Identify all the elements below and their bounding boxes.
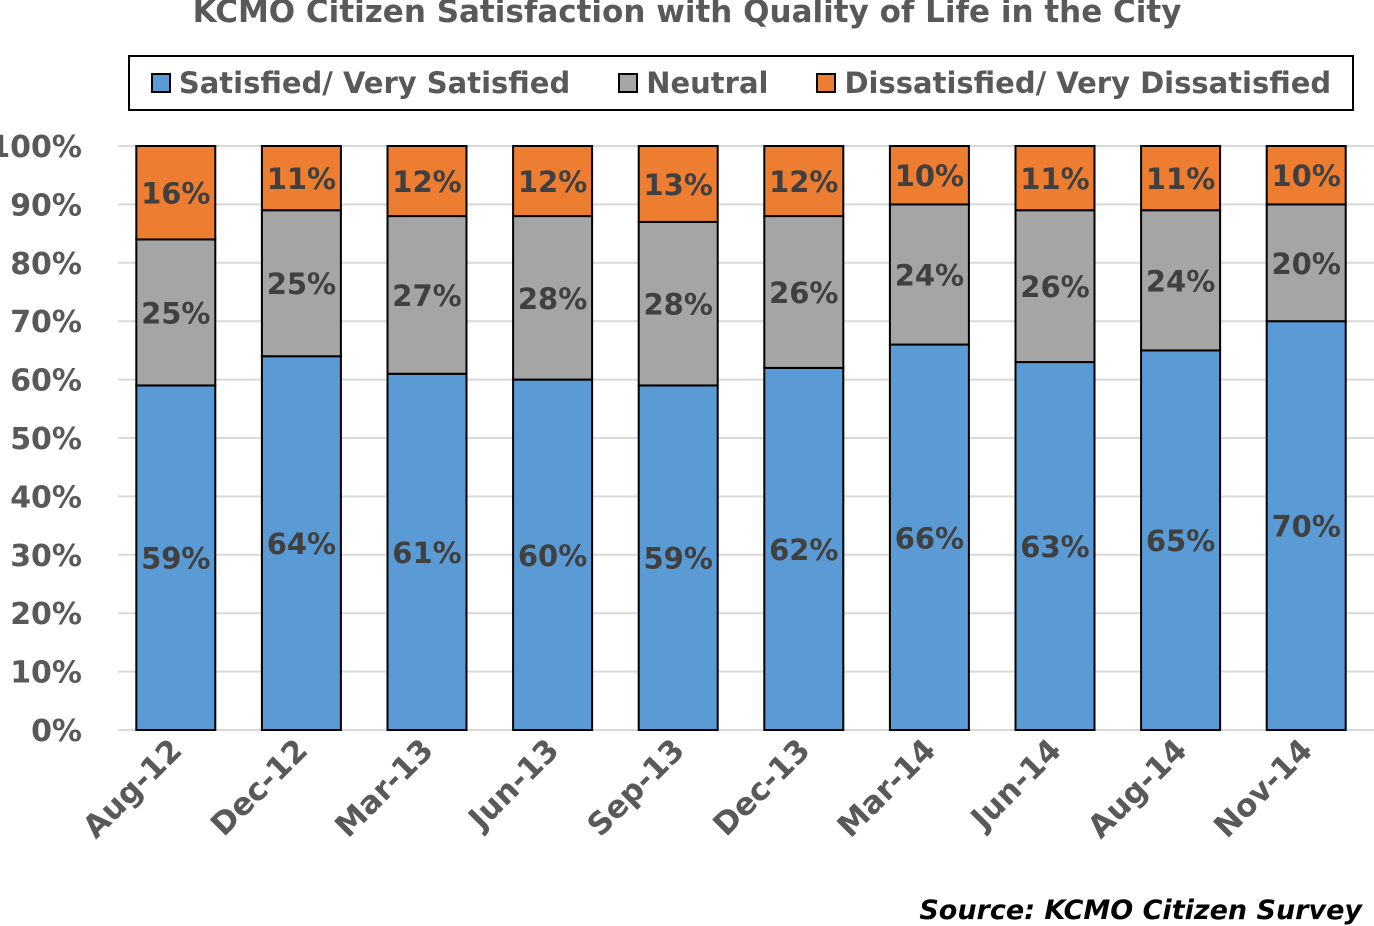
bar-segment [1140, 145, 1222, 212]
y-tick-label: 0% [31, 714, 82, 749]
y-tick-label: 90% [10, 188, 82, 223]
data-label: 26% [769, 276, 838, 310]
source-note: Source: KCMO Citizen Survey [919, 895, 1362, 926]
data-label: 63% [1020, 530, 1089, 564]
bar-segment [888, 145, 970, 206]
x-tick-label: Mar-14 [831, 732, 943, 844]
x-tick-label: Jun-13 [460, 732, 566, 838]
x-tick-label: Sep-13 [580, 732, 691, 843]
data-label: 66% [895, 521, 964, 555]
y-tick-label: 70% [10, 305, 82, 340]
data-label: 64% [267, 527, 336, 561]
bar-segment [637, 145, 719, 223]
data-label: 59% [643, 542, 712, 576]
bar-segment [135, 238, 217, 387]
data-label: 11% [267, 162, 336, 196]
bar-segment [763, 215, 845, 369]
y-tick-label: 80% [10, 247, 82, 282]
bar-segment [260, 355, 342, 731]
data-label: 12% [392, 165, 461, 199]
bar-segment [135, 145, 217, 241]
y-tick-label: 30% [10, 539, 82, 574]
data-label: 61% [392, 536, 461, 570]
x-tick-label: Dec-13 [706, 732, 817, 843]
data-label: 70% [1271, 510, 1340, 544]
y-tick-label: 50% [10, 422, 82, 457]
data-label: 60% [518, 539, 587, 573]
y-tick-label: 20% [10, 597, 82, 632]
bar-segment [1265, 320, 1347, 731]
x-tick-label: Dec-12 [204, 732, 315, 843]
data-label: 27% [392, 279, 461, 313]
y-tick-label: 10% [10, 656, 82, 691]
legend-label-dissatisfied: Dissatisfied/ Very Dissatisfied [844, 66, 1332, 100]
x-tick-label: Nov-14 [1207, 732, 1320, 845]
y-tick-label: 40% [10, 480, 82, 515]
bar-segment [135, 384, 217, 731]
data-label: 24% [1146, 264, 1215, 298]
data-label: 26% [1020, 270, 1089, 304]
data-label: 62% [769, 533, 838, 567]
legend-swatch-dissatisfied [816, 73, 837, 93]
legend-item-satisfied: Satisfied/ Very Satisfied [150, 66, 571, 100]
legend: Satisfied/ Very Satisfied Neutral Dissat… [128, 55, 1354, 111]
data-label: 25% [267, 267, 336, 301]
data-label: 28% [518, 282, 587, 316]
bar-segment [1014, 145, 1096, 212]
y-tick-label: 60% [10, 364, 82, 399]
bar-segment [1140, 209, 1222, 352]
bar-segment [512, 215, 594, 381]
data-label: 12% [518, 165, 587, 199]
x-tick-label: Aug-12 [76, 732, 189, 845]
legend-item-dissatisfied: Dissatisfied/ Very Dissatisfied [816, 66, 1331, 100]
bar-segment [637, 384, 719, 731]
data-label: 10% [1271, 159, 1340, 193]
data-label: 24% [895, 258, 964, 292]
legend-swatch-satisfied [150, 73, 171, 93]
data-label: 12% [769, 165, 838, 199]
data-label: 59% [141, 542, 210, 576]
legend-label-satisfied: Satisfied/ Very Satisfied [178, 66, 571, 100]
bar-segment [888, 343, 970, 731]
bar-segment [260, 145, 342, 212]
bar-segment [386, 215, 468, 375]
data-label: 25% [141, 296, 210, 330]
data-label: 10% [895, 159, 964, 193]
data-label: 16% [141, 177, 210, 211]
bar-segment [763, 145, 845, 218]
legend-label-neutral: Neutral [646, 66, 769, 100]
chart-title: KCMO Citizen Satisfaction with Quality o… [192, 0, 1182, 30]
y-tick-label: 100% [0, 130, 82, 165]
bar-segment [386, 145, 468, 218]
x-tick-label: Jun-14 [963, 732, 1069, 838]
data-label: 11% [1020, 162, 1089, 196]
bar-segment [512, 145, 594, 218]
data-label: 65% [1146, 524, 1215, 558]
data-label: 20% [1271, 247, 1340, 281]
bar-segment [1014, 361, 1096, 731]
bar-segment [386, 372, 468, 731]
bar-segment [1265, 145, 1347, 206]
x-tick-label: Mar-13 [328, 732, 440, 844]
x-tick-label: Aug-14 [1081, 732, 1194, 845]
data-label: 11% [1146, 162, 1215, 196]
data-label: 13% [643, 168, 712, 202]
bar-segment [763, 366, 845, 731]
bar-segment [1140, 349, 1222, 731]
legend-swatch-neutral [618, 73, 639, 93]
legend-item-neutral: Neutral [618, 66, 768, 100]
bar-segment [260, 209, 342, 358]
bar-segment [512, 378, 594, 731]
data-label: 28% [643, 288, 712, 322]
